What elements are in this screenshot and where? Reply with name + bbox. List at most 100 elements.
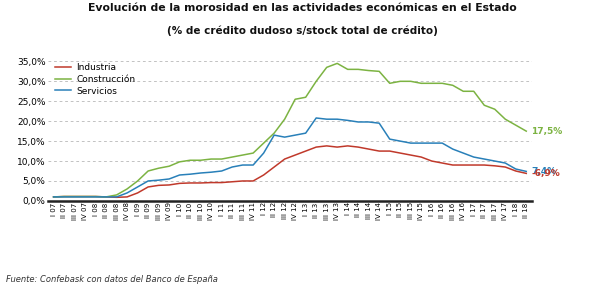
Servicios	[323, 117, 330, 121]
Construcción	[522, 129, 530, 133]
Servicios	[165, 177, 173, 181]
Industria	[481, 163, 488, 167]
Servicios	[92, 195, 99, 199]
Construcción	[155, 166, 162, 170]
Industria	[417, 155, 425, 159]
Servicios	[71, 195, 78, 199]
Legend: Industria, Construcción, Servicios: Industria, Construcción, Servicios	[55, 63, 135, 96]
Servicios	[134, 185, 141, 189]
Servicios	[50, 195, 57, 199]
Industria	[376, 149, 383, 153]
Industria	[82, 195, 89, 198]
Construcción	[312, 79, 320, 83]
Servicios	[123, 191, 130, 195]
Construcción	[344, 68, 352, 71]
Construcción	[197, 158, 204, 162]
Servicios	[176, 173, 183, 177]
Construcción	[417, 82, 425, 85]
Construcción	[208, 157, 215, 161]
Construcción	[103, 195, 110, 199]
Servicios	[302, 131, 309, 135]
Industria	[60, 195, 68, 198]
Text: -6,9%: -6,9%	[532, 169, 561, 178]
Industria	[281, 157, 288, 161]
Industria	[502, 165, 509, 169]
Industria	[249, 179, 257, 183]
Construcción	[281, 117, 288, 121]
Industria	[407, 153, 414, 157]
Construcción	[323, 66, 330, 69]
Industria	[123, 195, 130, 199]
Construcción	[333, 62, 341, 65]
Servicios	[428, 141, 435, 145]
Construcción	[502, 117, 509, 121]
Servicios	[417, 141, 425, 145]
Servicios	[439, 141, 446, 145]
Industria	[271, 165, 278, 169]
Construcción	[302, 96, 309, 99]
Servicios	[333, 117, 341, 121]
Servicios	[281, 135, 288, 139]
Construcción	[292, 98, 299, 101]
Industria	[260, 173, 268, 177]
Text: 7,4%: 7,4%	[532, 167, 557, 176]
Industria	[344, 144, 352, 148]
Servicios	[208, 170, 215, 174]
Servicios	[218, 169, 225, 173]
Industria	[333, 145, 341, 149]
Construcción	[428, 82, 435, 85]
Industria	[208, 181, 215, 184]
Industria	[397, 151, 404, 155]
Industria	[144, 185, 152, 189]
Construcción	[460, 90, 467, 93]
Text: Fuente: Confebask con datos del Banco de España: Fuente: Confebask con datos del Banco de…	[6, 275, 218, 284]
Servicios	[60, 195, 68, 199]
Servicios	[460, 151, 467, 155]
Construcción	[71, 195, 78, 198]
Construcción	[249, 151, 257, 155]
Construcción	[512, 123, 519, 127]
Servicios	[355, 120, 362, 124]
Construcción	[92, 195, 99, 198]
Servicios	[197, 171, 204, 175]
Servicios	[113, 195, 120, 199]
Industria	[176, 182, 183, 185]
Text: 17,5%: 17,5%	[532, 127, 563, 136]
Industria	[228, 180, 236, 183]
Industria	[439, 161, 446, 165]
Servicios	[82, 195, 89, 199]
Construcción	[187, 158, 194, 162]
Industria	[365, 147, 372, 151]
Industria	[134, 191, 141, 195]
Industria	[155, 184, 162, 187]
Industria	[355, 145, 362, 149]
Industria	[292, 153, 299, 157]
Servicios	[187, 172, 194, 176]
Industria	[113, 196, 120, 199]
Construcción	[50, 195, 57, 199]
Construcción	[449, 84, 457, 87]
Industria	[512, 169, 519, 173]
Construcción	[260, 141, 268, 145]
Industria	[71, 195, 78, 198]
Construcción	[407, 79, 414, 83]
Construcción	[439, 82, 446, 85]
Industria	[197, 181, 204, 185]
Construcción	[82, 195, 89, 198]
Industria	[449, 163, 457, 167]
Construcción	[365, 69, 372, 72]
Servicios	[481, 157, 488, 161]
Construcción	[228, 155, 236, 159]
Servicios	[449, 147, 457, 151]
Industria	[165, 183, 173, 187]
Construcción	[144, 169, 152, 173]
Construcción	[239, 153, 246, 157]
Servicios	[470, 155, 477, 159]
Servicios	[365, 120, 372, 124]
Construcción	[123, 187, 130, 191]
Servicios	[407, 141, 414, 145]
Text: Evolución de la morosidad en las actividades económicas en el Estado: Evolución de la morosidad en las activid…	[88, 3, 516, 13]
Servicios	[260, 151, 268, 155]
Construcción	[386, 82, 393, 85]
Construcción	[397, 79, 404, 83]
